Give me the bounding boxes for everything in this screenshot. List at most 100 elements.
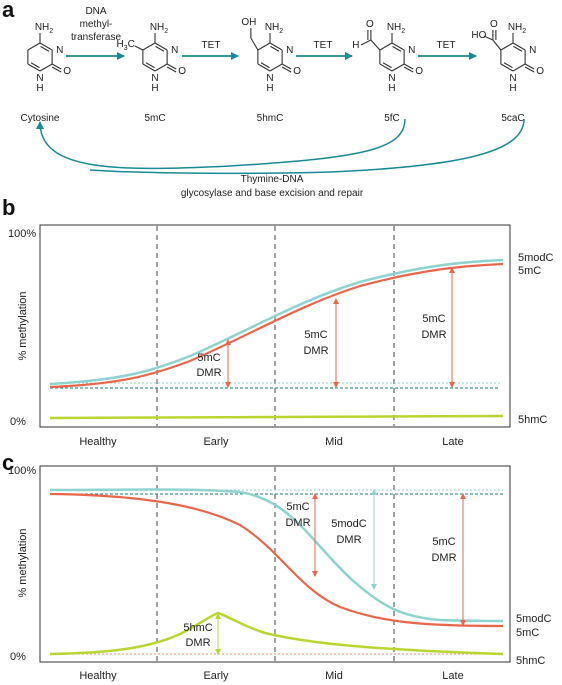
ring-n1-label: N — [509, 73, 516, 84]
ring-bond — [154, 63, 168, 72]
panel-c-label-5mc: 5mC — [516, 627, 539, 639]
ring-n3-label: N — [286, 45, 293, 56]
reaction-arrow-4: TET — [418, 40, 477, 60]
repair-arrows: Thymine-DNA glycosylase and base excisio… — [36, 118, 525, 199]
panel-c-dmr-1-line-1: 5hmC — [183, 622, 212, 634]
arrow-1-label-line-1: DNA — [85, 6, 106, 17]
double-bond — [513, 45, 523, 52]
carbonyl-bond — [51, 63, 62, 70]
carbonyl-o-label: O — [178, 66, 186, 77]
carbonyl-o-label: O — [63, 66, 71, 77]
ring-n1-label: N — [36, 73, 43, 84]
panel-b-dmr-3-line-1: 5mC — [422, 313, 445, 325]
ring-h-label: H — [36, 83, 43, 94]
carboxyl-bond — [492, 39, 502, 51]
panel-b-label-5hmc: 5hmC — [518, 414, 547, 426]
panel-c-frame — [39, 465, 511, 663]
molecule-name: 5caC — [501, 113, 524, 124]
panel-b-dmr-2-line-1: 5mC — [304, 329, 327, 341]
ring-n3-label: N — [529, 45, 536, 56]
carbonyl-bond — [281, 66, 292, 73]
ring-n1-label: N — [151, 73, 158, 84]
ring-bond — [39, 63, 53, 72]
panel-c-stage-late: Late — [442, 670, 463, 682]
carbonyl-bond — [403, 66, 414, 73]
double-bond — [270, 45, 280, 52]
ring-bond — [512, 63, 526, 72]
panel-c-y-top: 100% — [8, 465, 36, 477]
panel-b-5hmc-curve — [49, 414, 504, 420]
double-bond — [155, 45, 165, 52]
panel-b-stage-healthy: Healthy — [79, 436, 117, 448]
panel-c-letter: c — [2, 450, 14, 475]
ring-bond — [39, 42, 53, 51]
carbonyl-bond — [524, 63, 535, 70]
carbonyl-bond — [166, 63, 177, 70]
molecule-row: NH2NNHOCytosineNH2NNHOH3C5mCNH2NNHOOH5hm… — [21, 17, 545, 124]
panel-c: c 100% 0% % methylation 5hmC DMR 5mC DMR… — [2, 450, 552, 682]
ring-bond — [500, 63, 514, 72]
panel-b-dmr-1-line-1: 5mC — [197, 352, 220, 364]
ring-bond — [154, 42, 168, 51]
ring-bond — [500, 42, 514, 51]
ring-bond — [391, 42, 405, 51]
panel-c-dmr-2-line-1: 5mC — [286, 501, 309, 513]
panel-b-5modc-curve — [49, 258, 504, 386]
amino-label: NH2 — [150, 22, 168, 35]
molecule-name: 5hmC — [257, 113, 284, 124]
panel-b-stage-early: Early — [203, 436, 229, 448]
panel-c-label-5hmc: 5hmC — [516, 655, 545, 667]
double-bond — [40, 45, 50, 52]
panel-b-dmr-1-line-2: DMR — [196, 367, 221, 379]
repair-label-line-1: Thymine-DNA — [241, 174, 304, 185]
panel-b-frame — [39, 224, 511, 428]
panel-c-5hmc-curve — [49, 611, 504, 656]
ring-bond — [269, 42, 283, 51]
ring-bond — [379, 63, 393, 72]
panel-c-dmr-4-line-1: 5mC — [432, 536, 455, 548]
panel-b-stage-mid: Mid — [325, 436, 343, 448]
molecule-name: 5fC — [384, 113, 400, 124]
ring-bond — [27, 42, 41, 51]
ring-bond — [379, 42, 393, 51]
molecule-name: 5mC — [144, 113, 165, 124]
panel-b-letter: b — [2, 195, 15, 220]
panel-c-stage-early: Early — [203, 670, 229, 682]
methyl-bond — [134, 45, 144, 51]
formyl-bond — [370, 39, 381, 51]
ring-h-label: H — [388, 83, 395, 94]
double-bond — [145, 62, 155, 69]
panel-c-ylabel: % methylation — [17, 528, 29, 597]
carbonyl-bond — [166, 66, 177, 73]
amino-label: NH2 — [508, 22, 526, 35]
panel-c-stage-mid: Mid — [325, 670, 343, 682]
panel-b-dmr-3-line-2: DMR — [421, 329, 446, 341]
carbonyl-bond — [403, 63, 414, 70]
panel-b-label-5mc: 5mC — [518, 265, 541, 277]
panel-c-5mc-curve — [49, 492, 504, 628]
reaction-arrow-3: TET — [296, 40, 353, 60]
panel-b-dmr-2-line-2: DMR — [303, 345, 328, 357]
panel-b-stage-late: Late — [442, 436, 463, 448]
hydroxyl-label: OH — [241, 17, 256, 28]
double-bond — [382, 62, 392, 69]
arrow-2-label: TET — [202, 40, 221, 51]
panel-b: b 100% 0% % methylation 5mC DMR 5mC DMR … — [2, 195, 554, 448]
panel-c-dmr-3-line-1: 5modC — [331, 518, 367, 530]
ring-bond — [257, 63, 271, 72]
carbonyl-o-label: O — [293, 66, 301, 77]
carboxyl-ho-label: HO — [471, 30, 486, 41]
amino-label: NH2 — [35, 22, 53, 35]
arrow-4-label: TET — [437, 40, 456, 51]
panel-a: a NH2NNHOCytosineNH2NNHOH3C5mCNH2NNHOOH5… — [2, 0, 544, 199]
panel-c-stage-healthy: Healthy — [79, 670, 117, 682]
ring-n3-label: N — [56, 45, 63, 56]
carbonyl-bond — [51, 66, 62, 73]
formyl-bond — [360, 39, 372, 46]
panel-b-label-5modc: 5modC — [518, 252, 554, 264]
